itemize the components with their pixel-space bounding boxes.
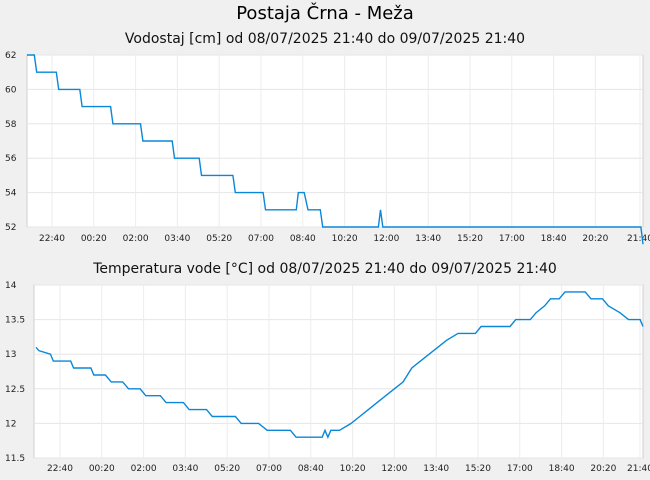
temp-x-tick-label: 17:00 <box>507 464 533 474</box>
level-x-tick-label: 00:20 <box>81 234 107 244</box>
water-level-chart-title: Vodostaj [cm] od 08/07/2025 21:40 do 09/… <box>124 31 526 47</box>
level-x-tick-label: 03:40 <box>164 234 190 244</box>
temp-series-line <box>35 291 644 440</box>
temp-x-tick-label: 10:20 <box>340 464 366 474</box>
temp-x-tick-label: 21:40 <box>627 464 650 474</box>
water-temperature-chart-title: Temperatura vode [°C] od 08/07/2025 21:4… <box>93 261 557 277</box>
level-x-tick-label: 18:40 <box>541 234 567 244</box>
temp-x-tick-label: 13:40 <box>423 464 449 474</box>
level-plot-area <box>26 54 644 228</box>
level-y-tick-label: 56 <box>5 154 17 164</box>
level-x-tick-label: 07:00 <box>248 234 274 244</box>
level-x-tick-label: 02:00 <box>123 234 149 244</box>
temp-x-tick-label: 02:00 <box>131 464 157 474</box>
level-y-tick-label: 52 <box>5 223 16 233</box>
temp-y-tick-label: 13.5 <box>5 316 25 326</box>
temp-x-tick-label: 05:20 <box>214 464 240 474</box>
level-x-tick-label: 05:20 <box>206 234 232 244</box>
level-x-tick-label: 21:40 <box>627 234 650 244</box>
level-y-tick-label: 58 <box>5 120 17 130</box>
temp-y-tick-label: 11.5 <box>5 454 25 464</box>
temp-x-tick-label: 18:40 <box>549 464 575 474</box>
level-y-tick-label: 60 <box>5 85 17 95</box>
temp-x-tick-label: 15:20 <box>465 464 491 474</box>
temp-x-tick-label: 08:40 <box>298 464 324 474</box>
temp-x-tick-label: 12:00 <box>381 464 407 474</box>
temp-y-tick-label: 12.5 <box>5 385 25 395</box>
temp-y-tick-label: 14 <box>5 281 17 291</box>
level-x-tick-label: 12:00 <box>373 234 399 244</box>
level-y-tick-label: 62 <box>5 51 16 61</box>
temp-x-tick-label: 07:00 <box>256 464 282 474</box>
level-x-tick-label: 10:20 <box>332 234 358 244</box>
water-level-chart: 62 60 58 56 54 52 22:40 00:20 02:00 03:40 05:20 07:… <box>5 51 650 245</box>
level-x-tick-label: 13:40 <box>415 234 441 244</box>
level-x-tick-label: 08:40 <box>290 234 316 244</box>
page-title: Postaja Črna - Meža <box>236 3 414 24</box>
temp-x-tick-label: 22:40 <box>47 464 73 474</box>
temp-y-tick-label: 12 <box>5 419 16 429</box>
temp-y-tick-label: 13 <box>5 350 16 360</box>
level-x-tick-label: 15:20 <box>457 234 483 244</box>
temp-plot-area <box>33 284 644 459</box>
level-series-line <box>27 54 644 245</box>
level-x-tick-label: 17:00 <box>499 234 525 244</box>
level-y-tick-label: 54 <box>5 189 17 199</box>
temp-x-tick-label: 00:20 <box>89 464 115 474</box>
temp-x-tick-label: 20:20 <box>590 464 616 474</box>
temp-x-tick-label: 03:40 <box>172 464 198 474</box>
level-x-tick-label: 22:40 <box>39 234 65 244</box>
level-x-tick-label: 20:20 <box>582 234 608 244</box>
